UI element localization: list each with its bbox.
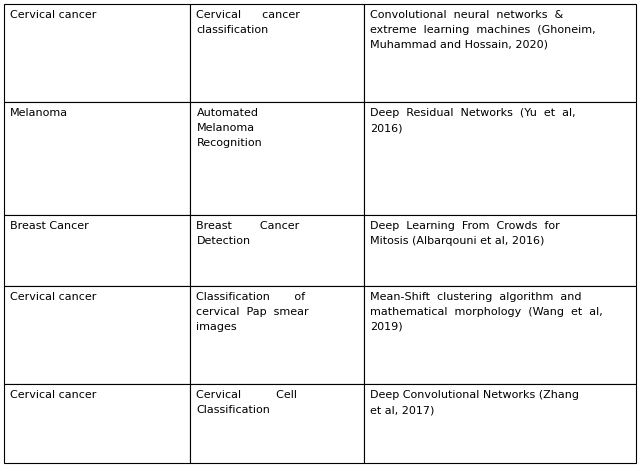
Bar (364, 286, 636, 384)
Text: Cervical          Cell
Classification: Cervical Cell Classification (196, 390, 298, 415)
Text: Mean-Shift  clustering  algorithm  and
mathematical  morphology  (Wang  et  al,
: Mean-Shift clustering algorithm and math… (370, 292, 603, 332)
Bar (191, 4, 364, 102)
Bar (4, 4, 191, 102)
Bar (191, 384, 364, 463)
Text: Automated
Melanoma
Recognition: Automated Melanoma Recognition (196, 108, 262, 148)
Bar (364, 4, 636, 102)
Bar (364, 102, 636, 215)
Bar (191, 102, 364, 215)
Text: Deep  Residual  Networks  (Yu  et  al,
2016): Deep Residual Networks (Yu et al, 2016) (370, 108, 576, 133)
Text: Deep  Learning  From  Crowds  for
Mitosis (Albarqouni et al, 2016): Deep Learning From Crowds for Mitosis (A… (370, 221, 560, 246)
Text: Classification       of
cervical  Pap  smear
images: Classification of cervical Pap smear ima… (196, 292, 309, 332)
Bar (4, 102, 191, 215)
Text: Convolutional  neural  networks  &
extreme  learning  machines  (Ghoneim,
Muhamm: Convolutional neural networks & extreme … (370, 10, 596, 50)
Bar (4, 384, 191, 463)
Text: Breast        Cancer
Detection: Breast Cancer Detection (196, 221, 300, 246)
Text: Cervical cancer: Cervical cancer (10, 10, 97, 20)
Text: Cervical cancer: Cervical cancer (10, 292, 97, 302)
Bar (4, 286, 191, 384)
Text: Deep Convolutional Networks (Zhang
et al, 2017): Deep Convolutional Networks (Zhang et al… (370, 390, 579, 415)
Text: Cervical cancer: Cervical cancer (10, 390, 97, 400)
Bar (191, 286, 364, 384)
Text: Cervical      cancer
classification: Cervical cancer classification (196, 10, 300, 35)
Bar (4, 215, 191, 286)
Text: Breast Cancer: Breast Cancer (10, 221, 89, 231)
Bar (191, 215, 364, 286)
Bar (364, 384, 636, 463)
Text: Melanoma: Melanoma (10, 108, 68, 118)
Bar (364, 215, 636, 286)
